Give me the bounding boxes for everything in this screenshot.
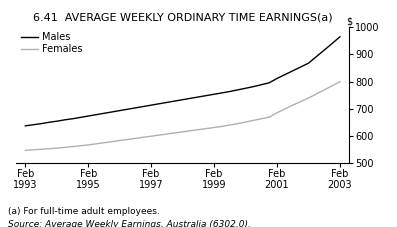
Females (314, 93, 319, 95)
Males (290, 69, 295, 72)
Females (62, 146, 67, 149)
Females (39, 148, 43, 151)
Males (212, 93, 216, 96)
Males (94, 113, 98, 116)
Females (23, 149, 28, 152)
Females (118, 139, 122, 142)
Females (110, 140, 114, 143)
Females (180, 131, 185, 133)
Males (78, 116, 83, 119)
Males (251, 85, 256, 88)
Females (204, 127, 208, 130)
Females (102, 141, 106, 144)
Females (251, 119, 256, 122)
Females (86, 143, 91, 146)
Males (23, 124, 28, 127)
Males (322, 49, 327, 52)
Females (188, 129, 193, 132)
Females (94, 143, 98, 145)
Females (227, 124, 232, 126)
Females (78, 144, 83, 147)
Text: Source: Average Weekly Earnings, Australia (6302.0).: Source: Average Weekly Earnings, Austral… (8, 220, 251, 227)
Males (46, 121, 51, 124)
Text: $: $ (346, 17, 353, 27)
Males (141, 105, 146, 108)
Females (31, 148, 36, 151)
Males (39, 122, 43, 125)
Females (259, 117, 264, 120)
Females (54, 147, 59, 150)
Females (267, 116, 272, 118)
Females (164, 133, 169, 135)
Females (149, 135, 154, 138)
Females (133, 137, 138, 140)
Females (306, 97, 311, 99)
Males (149, 104, 154, 106)
Males (235, 89, 240, 91)
Line: Females: Females (25, 82, 340, 150)
Males (259, 83, 264, 86)
Males (133, 106, 138, 109)
Females (322, 89, 327, 91)
Males (172, 100, 177, 102)
Title: 6.41  AVERAGE WEEKLY ORDINARY TIME EARNINGS(a): 6.41 AVERAGE WEEKLY ORDINARY TIME EARNIN… (33, 12, 332, 22)
Males (283, 73, 287, 76)
Males (157, 102, 162, 105)
Text: (a) For full-time adult employees.: (a) For full-time adult employees. (8, 207, 160, 216)
Males (227, 90, 232, 93)
Females (298, 100, 303, 103)
Females (70, 145, 75, 148)
Males (337, 35, 342, 38)
Females (220, 125, 224, 128)
Females (290, 104, 295, 106)
Females (283, 108, 287, 110)
Females (337, 80, 342, 83)
Males (102, 112, 106, 115)
Males (70, 117, 75, 120)
Females (243, 121, 248, 123)
Males (31, 123, 36, 126)
Males (180, 98, 185, 101)
Males (125, 108, 130, 111)
Males (86, 115, 91, 117)
Males (204, 94, 208, 97)
Males (220, 91, 224, 94)
Females (46, 147, 51, 150)
Line: Males: Males (25, 37, 340, 126)
Males (267, 81, 272, 84)
Males (164, 101, 169, 104)
Females (141, 136, 146, 139)
Females (235, 122, 240, 125)
Legend: Males, Females: Males, Females (21, 32, 83, 54)
Males (118, 109, 122, 112)
Males (62, 118, 67, 121)
Males (243, 87, 248, 90)
Females (212, 126, 216, 129)
Males (298, 66, 303, 68)
Males (306, 62, 311, 64)
Females (125, 138, 130, 141)
Females (330, 84, 334, 87)
Males (188, 97, 193, 100)
Males (196, 96, 201, 98)
Females (157, 134, 162, 136)
Females (172, 132, 177, 134)
Males (110, 111, 114, 113)
Males (330, 42, 334, 45)
Males (314, 55, 319, 58)
Females (275, 111, 279, 114)
Males (275, 77, 279, 80)
Females (196, 128, 201, 131)
Males (54, 120, 59, 123)
